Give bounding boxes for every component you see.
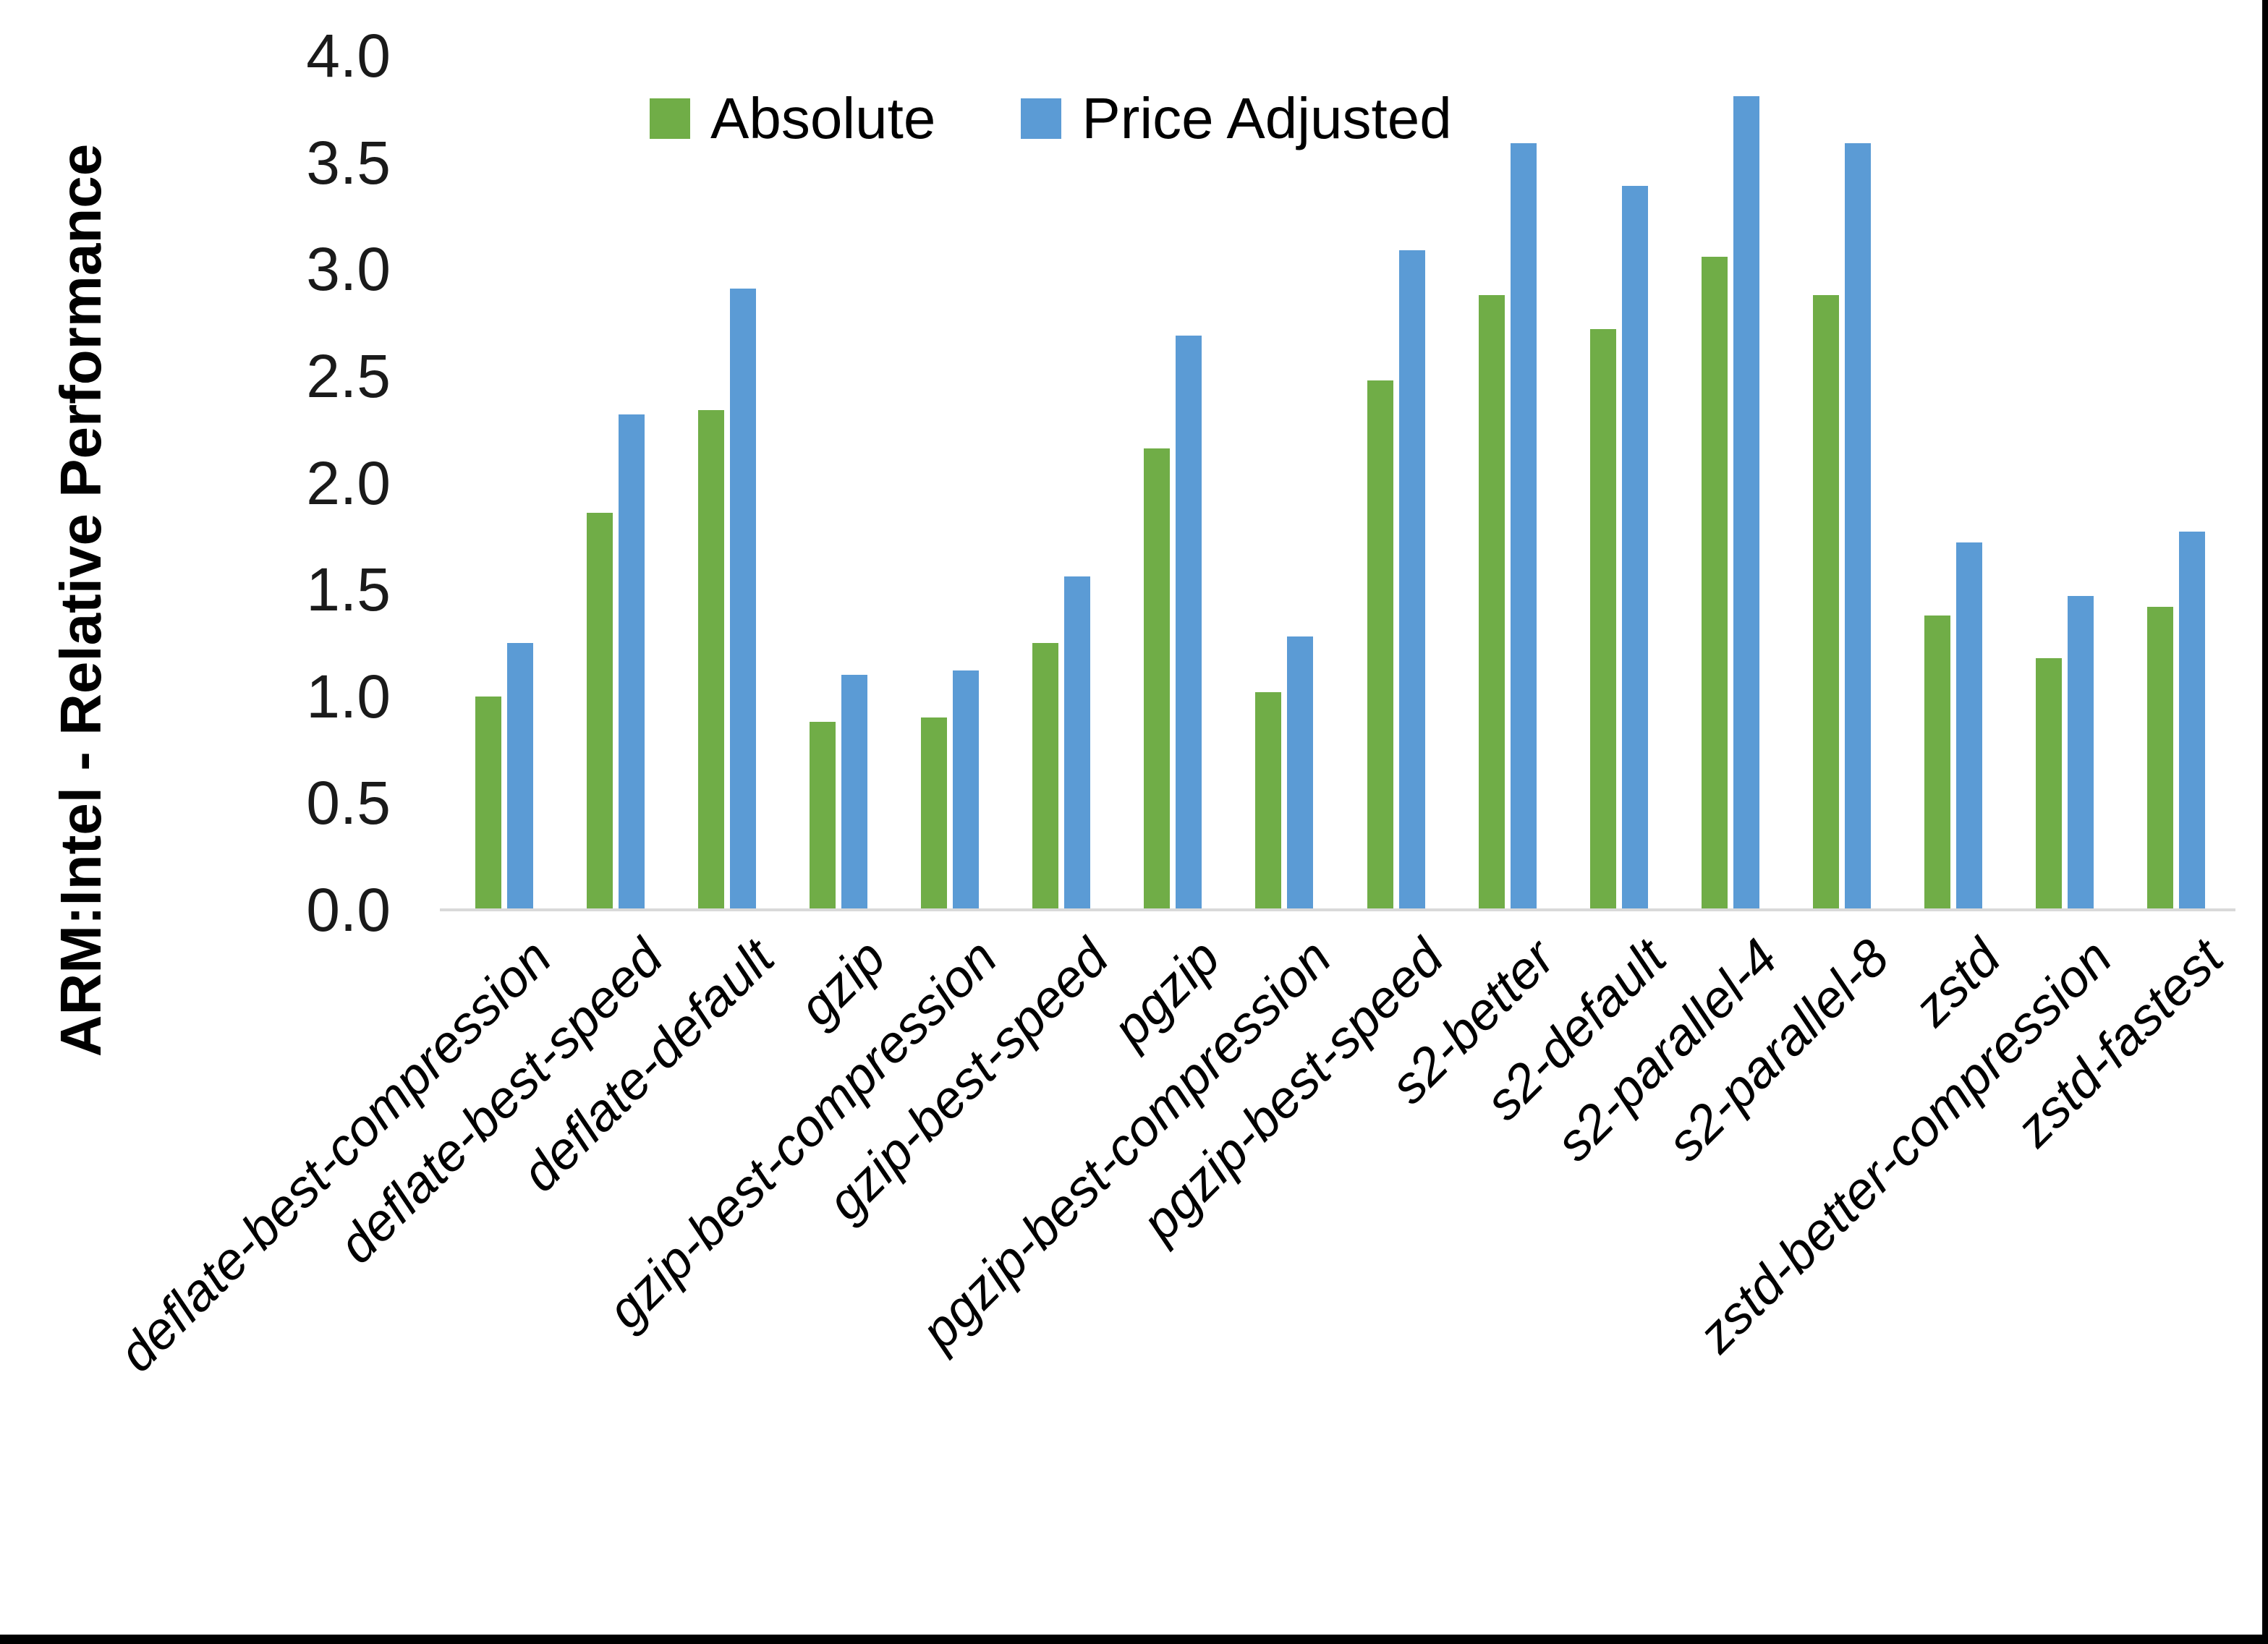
- bar-price-adjusted-gzip-best-speed: [1064, 576, 1091, 910]
- bar-absolute-pgzip-best-compression: [1255, 691, 1282, 910]
- bar-price-adjusted-s2-parallel-4: [1733, 96, 1759, 910]
- bar-price-adjusted-pgzip: [1176, 335, 1202, 910]
- bar-price-adjusted-gzip: [841, 675, 868, 910]
- legend-item-absolute: Absolute: [650, 85, 935, 152]
- y-tick-label: 0.5: [306, 769, 391, 838]
- window-right-border: [2262, 0, 2268, 1644]
- bar-price-adjusted-deflate-default: [730, 288, 757, 910]
- bar-absolute-s2-default: [1589, 328, 1616, 910]
- chart-legend: Absolute Price Adjusted: [650, 85, 1452, 152]
- bar-price-adjusted-s2-parallel-8: [1844, 143, 1871, 910]
- plot-area: [449, 56, 2232, 910]
- x-category-label-deflate-best-compression: deflate-best-compression: [108, 928, 563, 1384]
- y-tick-label: 2.0: [306, 448, 391, 517]
- bar-price-adjusted-deflate-best-speed: [619, 414, 645, 910]
- bar-absolute-gzip: [810, 722, 836, 910]
- legend-label: Absolute: [710, 86, 936, 150]
- y-tick-label: 0.0: [306, 876, 391, 944]
- legend-swatch-icon: [1021, 98, 1062, 139]
- y-tick-label: 2.5: [306, 341, 391, 410]
- bar-absolute-s2-better: [1478, 294, 1505, 910]
- y-tick-label: 1.0: [306, 662, 391, 731]
- bar-price-adjusted-deflate-best-compression: [507, 642, 534, 910]
- bar-absolute-s2-parallel-4: [1701, 256, 1728, 910]
- bar-price-adjusted-pgzip-best-compression: [1287, 636, 1314, 910]
- bar-absolute-gzip-best-speed: [1032, 642, 1059, 910]
- legend-swatch-icon: [650, 98, 690, 139]
- bar-absolute-s2-parallel-8: [1812, 294, 1839, 910]
- bar-absolute-deflate-default: [698, 410, 725, 910]
- bar-price-adjusted-s2-better: [1510, 143, 1537, 910]
- y-tick-label: 1.5: [306, 555, 391, 624]
- legend-label: Price Adjusted: [1082, 86, 1452, 150]
- y-axis-title-text: ARM:Intel - Relative Performance: [48, 143, 113, 1057]
- bar-absolute-deflate-best-speed: [587, 512, 613, 910]
- bar-absolute-zstd: [1924, 615, 1950, 910]
- bar-price-adjusted-zstd-better-compression: [2067, 595, 2094, 910]
- bar-price-adjusted-zstd: [1955, 542, 1982, 910]
- window-bottom-border: [0, 1635, 2268, 1644]
- x-axis-line: [440, 908, 2235, 911]
- bar-absolute-zstd-fastest: [2146, 606, 2173, 910]
- bar-absolute-deflate-best-compression: [475, 696, 502, 910]
- legend-item-price-adjusted: Price Adjusted: [1021, 85, 1452, 152]
- y-tick-label: 4.0: [306, 22, 391, 90]
- y-tick-label: 3.0: [306, 235, 391, 304]
- bar-absolute-pgzip: [1144, 448, 1171, 910]
- bar-absolute-pgzip-best-speed: [1367, 380, 1393, 910]
- bar-price-adjusted-pgzip-best-speed: [1398, 250, 1425, 910]
- bar-price-adjusted-s2-default: [1621, 186, 1648, 910]
- bar-price-adjusted-zstd-fastest: [2178, 532, 2205, 910]
- y-tick-label: 3.5: [306, 128, 391, 197]
- bar-absolute-gzip-best-compression: [921, 717, 948, 910]
- bar-absolute-zstd-better-compression: [2035, 657, 2062, 910]
- bar-price-adjusted-gzip-best-compression: [953, 670, 980, 910]
